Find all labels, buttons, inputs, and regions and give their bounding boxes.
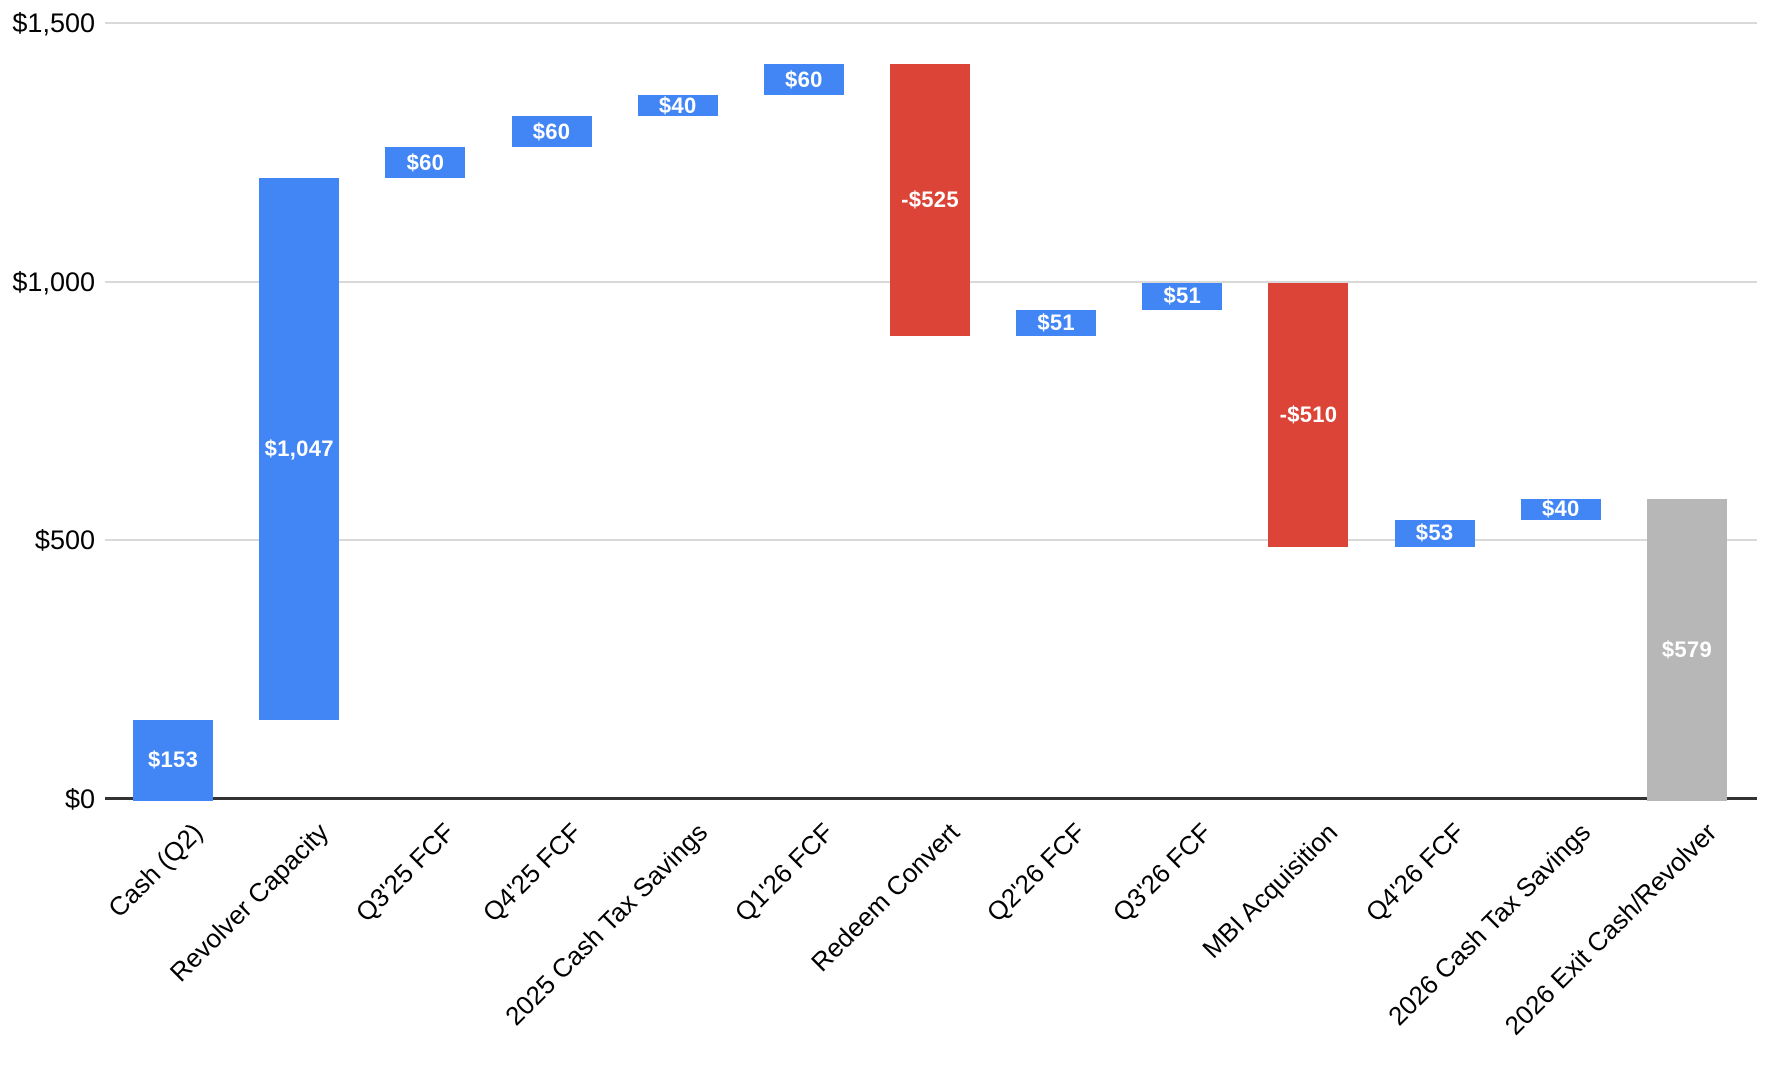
- bar-value-label: $53: [1415, 520, 1454, 546]
- waterfall-bar-decrease[interactable]: -$510: [1268, 283, 1349, 548]
- bar-value-label: $60: [406, 149, 445, 175]
- y-tick-label: $1,500: [12, 8, 95, 38]
- waterfall-bar-base[interactable]: $153: [133, 719, 214, 801]
- waterfall-bar-increase[interactable]: $51: [1142, 283, 1223, 310]
- waterfall-bar-increase[interactable]: $40: [637, 92, 718, 118]
- bar-value-label: -$525: [901, 187, 959, 213]
- waterfall-bar-increase[interactable]: $40: [1520, 496, 1601, 522]
- bar-value-label: -$510: [1279, 402, 1338, 428]
- waterfall-bar-increase[interactable]: $51: [1016, 309, 1097, 336]
- y-tick-label: $0: [64, 784, 95, 814]
- waterfall-bar-total[interactable]: $579: [1646, 499, 1727, 801]
- waterfall-bar-increase[interactable]: $60: [511, 116, 592, 148]
- bar-value-label: $40: [1541, 496, 1580, 522]
- waterfall-bar-increase[interactable]: $60: [763, 64, 844, 96]
- bar-value-label: $1,047: [264, 436, 334, 461]
- bar-value-label: $51: [1037, 309, 1075, 335]
- waterfall-bar-increase[interactable]: $1,047: [259, 178, 340, 720]
- bar-value-label: $153: [147, 747, 199, 773]
- y-tick-label: $1,000: [12, 266, 95, 297]
- waterfall-bar-decrease[interactable]: -$525: [890, 64, 970, 336]
- waterfall-bar-increase[interactable]: $53: [1394, 519, 1475, 548]
- y-tick-label: $500: [34, 525, 95, 556]
- bar-value-label: $579: [1661, 637, 1712, 663]
- bar-value-label: $60: [532, 118, 571, 144]
- bar-value-label: $40: [658, 92, 697, 118]
- y-gridline: [105, 22, 1757, 24]
- bar-value-label: $51: [1163, 283, 1202, 309]
- bar-value-label: $60: [785, 66, 823, 92]
- x-axis-line: [105, 797, 1757, 800]
- y-gridline: [105, 539, 1757, 542]
- waterfall-bar-increase[interactable]: $60: [385, 147, 466, 179]
